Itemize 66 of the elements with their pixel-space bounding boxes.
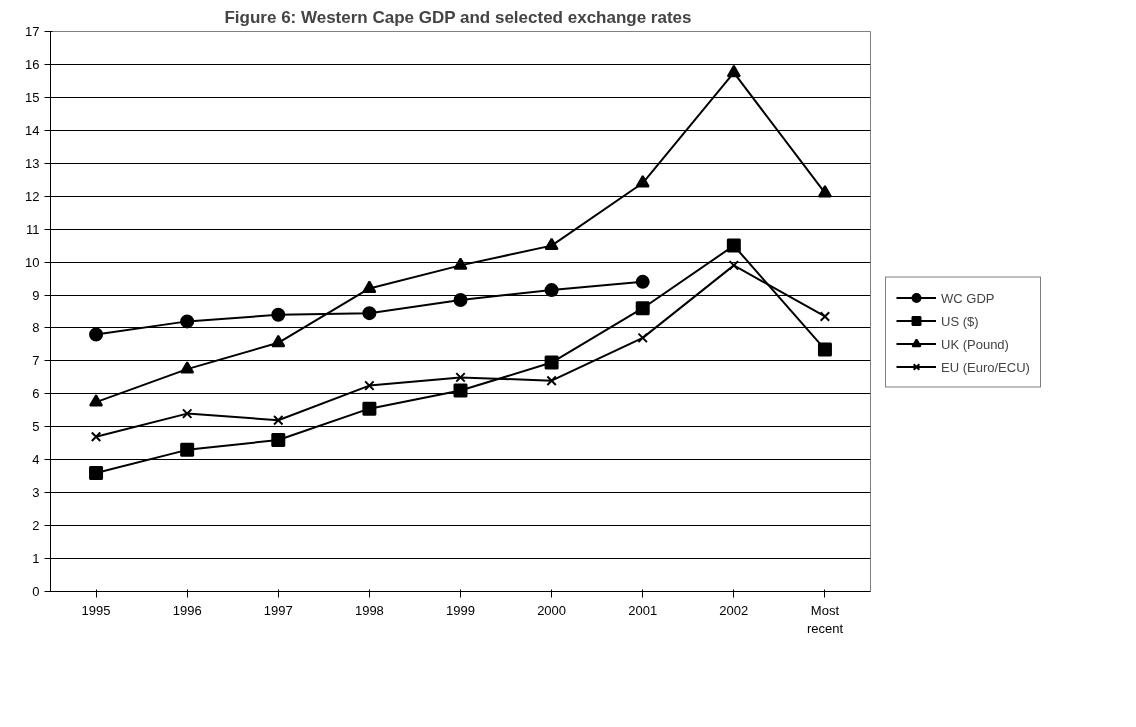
y-tick-label: 7 bbox=[32, 353, 40, 369]
y-tick-label: 11 bbox=[26, 221, 40, 237]
point bbox=[635, 274, 650, 289]
y-tick-label: 15 bbox=[25, 89, 40, 105]
y-tick-label: 10 bbox=[25, 254, 40, 270]
x-tick-label: Most recent bbox=[806, 602, 844, 636]
point bbox=[817, 184, 832, 198]
y-tick-label: 9 bbox=[32, 287, 40, 303]
y-tick-label: 2 bbox=[32, 518, 40, 534]
x-tick-label: 1996 bbox=[172, 602, 202, 618]
chart-title: Figure 6: Western Cape GDP and selected exchange rates bbox=[224, 7, 692, 27]
point bbox=[273, 414, 284, 426]
point bbox=[544, 283, 559, 298]
point bbox=[726, 238, 741, 253]
x-tick-label: 2001 bbox=[628, 602, 658, 618]
point bbox=[544, 355, 559, 370]
point bbox=[453, 383, 468, 398]
point bbox=[271, 334, 286, 348]
x-tick-label: 1998 bbox=[354, 602, 384, 618]
point bbox=[181, 408, 193, 419]
point bbox=[637, 332, 648, 344]
y-tick-label: 3 bbox=[32, 485, 40, 501]
y-tick-label: 5 bbox=[32, 419, 40, 435]
point bbox=[364, 380, 375, 391]
point bbox=[89, 327, 104, 342]
legend-label: EU (Euro/ECU) bbox=[941, 359, 1030, 374]
y-tick-label: 13 bbox=[25, 155, 40, 171]
y-tick-label: 6 bbox=[32, 386, 40, 402]
point bbox=[544, 237, 559, 251]
y-tick-label: 4 bbox=[32, 452, 40, 468]
point bbox=[453, 257, 468, 270]
x-tick-label: 1999 bbox=[446, 602, 475, 618]
point bbox=[635, 175, 650, 188]
y-tick-label: 17 bbox=[25, 24, 40, 39]
point bbox=[362, 280, 377, 293]
point bbox=[726, 64, 741, 78]
point bbox=[362, 401, 377, 416]
legend-label: WC GDP bbox=[941, 290, 995, 305]
point bbox=[819, 311, 831, 322]
point bbox=[271, 307, 286, 322]
point bbox=[90, 431, 102, 442]
x-tick-label: 2002 bbox=[719, 602, 749, 618]
point bbox=[180, 314, 195, 329]
point bbox=[546, 375, 557, 386]
point bbox=[453, 292, 468, 307]
point bbox=[180, 361, 195, 374]
legend-label: UK (Pound) bbox=[941, 336, 1009, 351]
point bbox=[455, 372, 466, 383]
point bbox=[362, 306, 377, 321]
y-tick-label: 12 bbox=[25, 188, 40, 204]
y-tick-label: 8 bbox=[32, 320, 40, 336]
x-tick-label: 1997 bbox=[263, 602, 293, 618]
point bbox=[180, 442, 195, 457]
point bbox=[89, 465, 104, 480]
y-tick-label: 1 bbox=[32, 551, 40, 567]
point bbox=[635, 301, 650, 316]
y-tick-label: 14 bbox=[25, 122, 40, 138]
point bbox=[728, 260, 740, 271]
y-tick-label: 0 bbox=[32, 584, 40, 599]
x-tick-label: 1995 bbox=[81, 602, 111, 618]
x-tick-label: 2000 bbox=[537, 602, 567, 618]
legend-label: US ($) bbox=[941, 313, 979, 328]
point bbox=[817, 342, 832, 357]
point bbox=[271, 432, 286, 447]
y-tick-label: 16 bbox=[25, 56, 40, 72]
point bbox=[89, 394, 104, 407]
